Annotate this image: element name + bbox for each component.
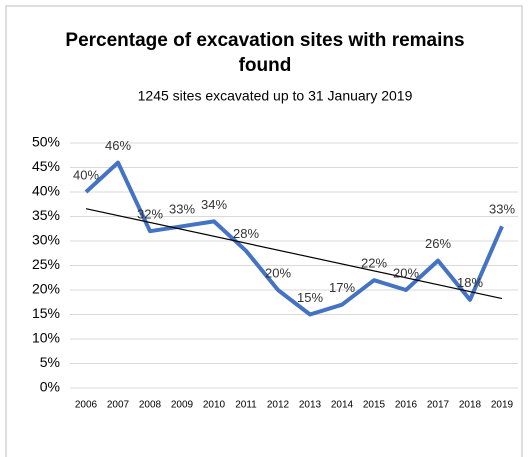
data-label: 20%	[393, 265, 419, 280]
x-tick-label: 2013	[299, 400, 322, 411]
data-label: 34%	[201, 197, 227, 212]
y-tick-label: 5%	[40, 354, 60, 370]
x-tick-label: 2012	[267, 400, 290, 411]
x-tick-label: 2016	[395, 400, 418, 411]
x-tick-label: 2009	[171, 400, 194, 411]
data-label: 17%	[329, 280, 355, 295]
y-tick-label: 40%	[32, 183, 60, 199]
y-tick-label: 35%	[32, 207, 60, 223]
x-tick-label: 2008	[139, 400, 162, 411]
data-label: 40%	[73, 167, 99, 182]
y-tick-label: 20%	[32, 281, 60, 297]
data-label: 22%	[361, 256, 387, 271]
data-line	[84, 160, 504, 317]
x-tick-label: 2010	[203, 400, 226, 411]
y-tick-label: 50%	[32, 134, 60, 150]
data-label: 26%	[425, 236, 451, 251]
data-label: 33%	[169, 202, 195, 217]
x-tick-label: 2011	[235, 400, 257, 411]
y-tick-label: 10%	[32, 330, 60, 346]
y-tick-label: 0%	[40, 379, 60, 395]
y-tick-label: 15%	[32, 305, 60, 321]
y-tick-label: 25%	[32, 256, 60, 272]
x-tick-label: 2018	[459, 400, 482, 411]
x-tick-label: 2007	[107, 400, 130, 411]
data-label: 20%	[265, 265, 291, 280]
x-tick-label: 2019	[491, 400, 514, 411]
x-tick-label: 2017	[427, 400, 450, 411]
y-tick-label: 30%	[32, 232, 60, 248]
title-box: Percentage of excavation sites with rema…	[65, 30, 465, 76]
x-tick-label: 2014	[331, 400, 354, 411]
chart-title: Percentage of excavation sites with rema…	[65, 30, 465, 76]
trend-line	[85, 208, 503, 300]
data-label: 28%	[233, 226, 259, 241]
data-label: 32%	[137, 207, 163, 222]
data-label: 15%	[297, 290, 323, 305]
data-label: 33%	[489, 202, 515, 217]
chart-frame	[5, 5, 523, 457]
data-label: 46%	[105, 138, 131, 153]
x-tick-label: 2006	[75, 400, 98, 411]
x-tick-label: 2015	[363, 400, 386, 411]
y-tick-label: 45%	[32, 158, 60, 174]
data-label: 18%	[457, 275, 483, 290]
chart-subtitle: 1245 sites excavated up to 31 January 20…	[138, 88, 413, 104]
